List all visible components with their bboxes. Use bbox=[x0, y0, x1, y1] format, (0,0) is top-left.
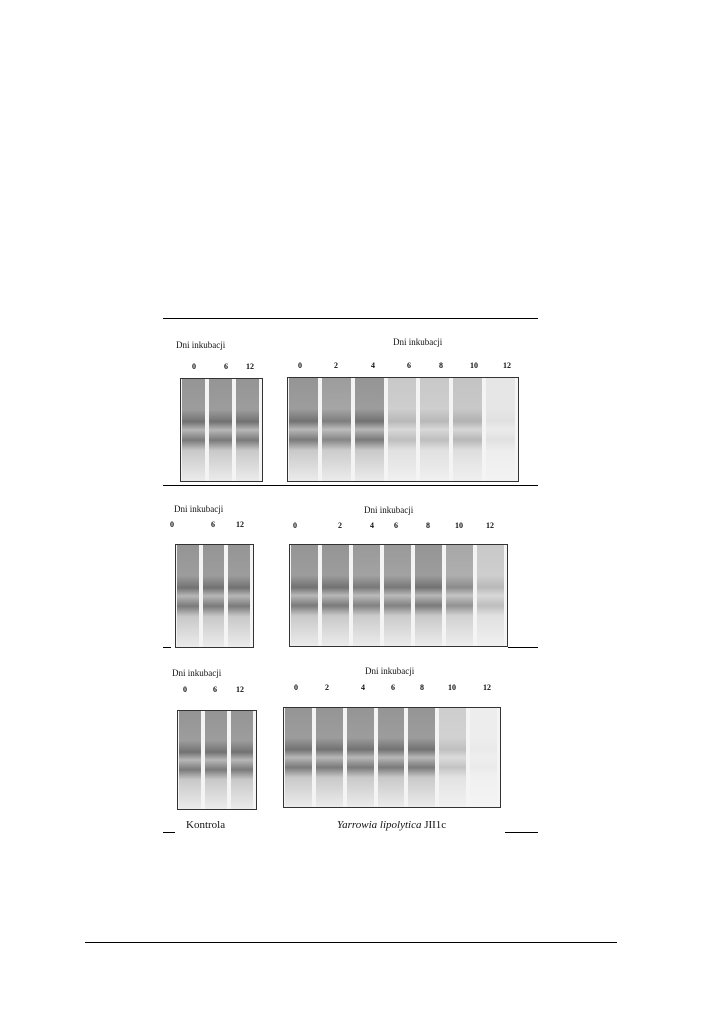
panel1-sample-label: Dni inkubacji bbox=[393, 337, 443, 347]
panel2-control-gel bbox=[175, 544, 254, 648]
panel1-sample-gel bbox=[287, 377, 519, 482]
panel3-control-label: Dni inkubacji bbox=[172, 668, 222, 678]
gel-lane bbox=[321, 378, 351, 481]
panel2-sample-label: Dni inkubacji bbox=[364, 505, 414, 515]
panel3-sample-lane-label: 12 bbox=[483, 683, 491, 692]
gel-lane bbox=[179, 711, 201, 809]
panel2-sample-lane-label: 6 bbox=[394, 521, 398, 530]
gel-lane bbox=[322, 545, 349, 646]
panel1-sample-lane-label: 12 bbox=[503, 361, 511, 370]
panel1-sample-lane-label: 2 bbox=[334, 361, 338, 370]
gel-lane bbox=[209, 379, 232, 481]
gel-lane bbox=[439, 708, 467, 807]
gel-lane bbox=[486, 378, 515, 481]
panel2-control-label: Dni inkubacji bbox=[174, 504, 224, 514]
panel3-sample-lane-label: 2 bbox=[325, 683, 329, 692]
caption-strain: JII1c bbox=[424, 819, 447, 831]
panel1-sample-lane-label: 0 bbox=[298, 361, 302, 370]
gel-lane bbox=[377, 708, 405, 807]
panel3-rule-right bbox=[505, 832, 538, 833]
panel1-control-lane-label: 0 bbox=[192, 362, 196, 371]
gel-lane bbox=[477, 545, 504, 646]
top-rule bbox=[163, 318, 538, 319]
gel-lane bbox=[231, 711, 253, 809]
gel-lane bbox=[228, 545, 250, 647]
panel2-control-lane-label: 0 bbox=[170, 520, 174, 529]
panel2-sample-lane-label: 8 bbox=[426, 521, 430, 530]
panel3-control-lane-label: 12 bbox=[236, 685, 244, 694]
gel-lane bbox=[182, 379, 205, 481]
panel3-control-lane-label: 0 bbox=[183, 685, 187, 694]
panel2-sample-lane-label: 12 bbox=[486, 521, 494, 530]
panel1-sample-lane-label: 8 bbox=[439, 361, 443, 370]
gel-lane bbox=[202, 545, 225, 647]
panel1-control-label: Dni inkubacji bbox=[176, 340, 226, 350]
caption-sample: Yarrowia lipolytica JII1c bbox=[337, 819, 446, 831]
gel-lane bbox=[289, 378, 318, 481]
gel-lane bbox=[236, 379, 259, 481]
gel-lane bbox=[415, 545, 442, 646]
gel-lane bbox=[354, 378, 384, 481]
panel3-rule-left bbox=[163, 832, 175, 833]
panel2-sample-lane-label: 4 bbox=[370, 521, 374, 530]
gel-lane bbox=[291, 545, 318, 646]
panel2-control-lane-label: 12 bbox=[236, 520, 244, 529]
gel-lane bbox=[453, 378, 483, 481]
panel3-control-gel bbox=[177, 710, 257, 810]
panel3-sample-label: Dni inkubacji bbox=[365, 666, 415, 676]
gel-lane bbox=[205, 711, 227, 809]
gel-lane bbox=[285, 708, 312, 807]
panel2-sample-gel bbox=[289, 544, 508, 647]
panel1-bottom-rule bbox=[163, 485, 538, 486]
panel3-sample-gel bbox=[283, 707, 501, 808]
panel3-sample-lane-label: 0 bbox=[294, 683, 298, 692]
panel2-control-lane-label: 6 bbox=[211, 520, 215, 529]
panel1-control-gel bbox=[180, 378, 263, 482]
gel-lane bbox=[177, 545, 199, 647]
gel-lane bbox=[446, 545, 473, 646]
gel-lane bbox=[384, 545, 411, 646]
gel-lane bbox=[420, 378, 450, 481]
panel1-sample-lane-label: 4 bbox=[371, 361, 375, 370]
gel-lane bbox=[315, 708, 343, 807]
panel3-control-lane-label: 6 bbox=[213, 685, 217, 694]
panel2-rule-right bbox=[508, 647, 538, 648]
panel2-sample-lane-label: 0 bbox=[293, 521, 297, 530]
panel1-sample-lane-label: 6 bbox=[407, 361, 411, 370]
gel-lane bbox=[470, 708, 497, 807]
panel3-sample-lane-label: 6 bbox=[391, 683, 395, 692]
caption-control: Kontrola bbox=[186, 819, 226, 831]
gel-lane bbox=[353, 545, 380, 646]
panel1-control-lane-label: 12 bbox=[246, 362, 254, 371]
footer-rule bbox=[85, 942, 617, 943]
panel2-rule-left bbox=[163, 647, 171, 648]
panel3-sample-lane-label: 4 bbox=[361, 683, 365, 692]
panel3-sample-lane-label: 8 bbox=[420, 683, 424, 692]
caption-species: Yarrowia lipolytica bbox=[337, 819, 422, 831]
panel2-sample-lane-label: 10 bbox=[455, 521, 463, 530]
panel2-sample-lane-label: 2 bbox=[338, 521, 342, 530]
panel1-sample-lane-label: 10 bbox=[470, 361, 478, 370]
gel-lane bbox=[408, 708, 436, 807]
gel-lane bbox=[346, 708, 374, 807]
panel3-sample-lane-label: 10 bbox=[448, 683, 456, 692]
gel-lane bbox=[387, 378, 417, 481]
panel1-control-lane-label: 6 bbox=[224, 362, 228, 371]
